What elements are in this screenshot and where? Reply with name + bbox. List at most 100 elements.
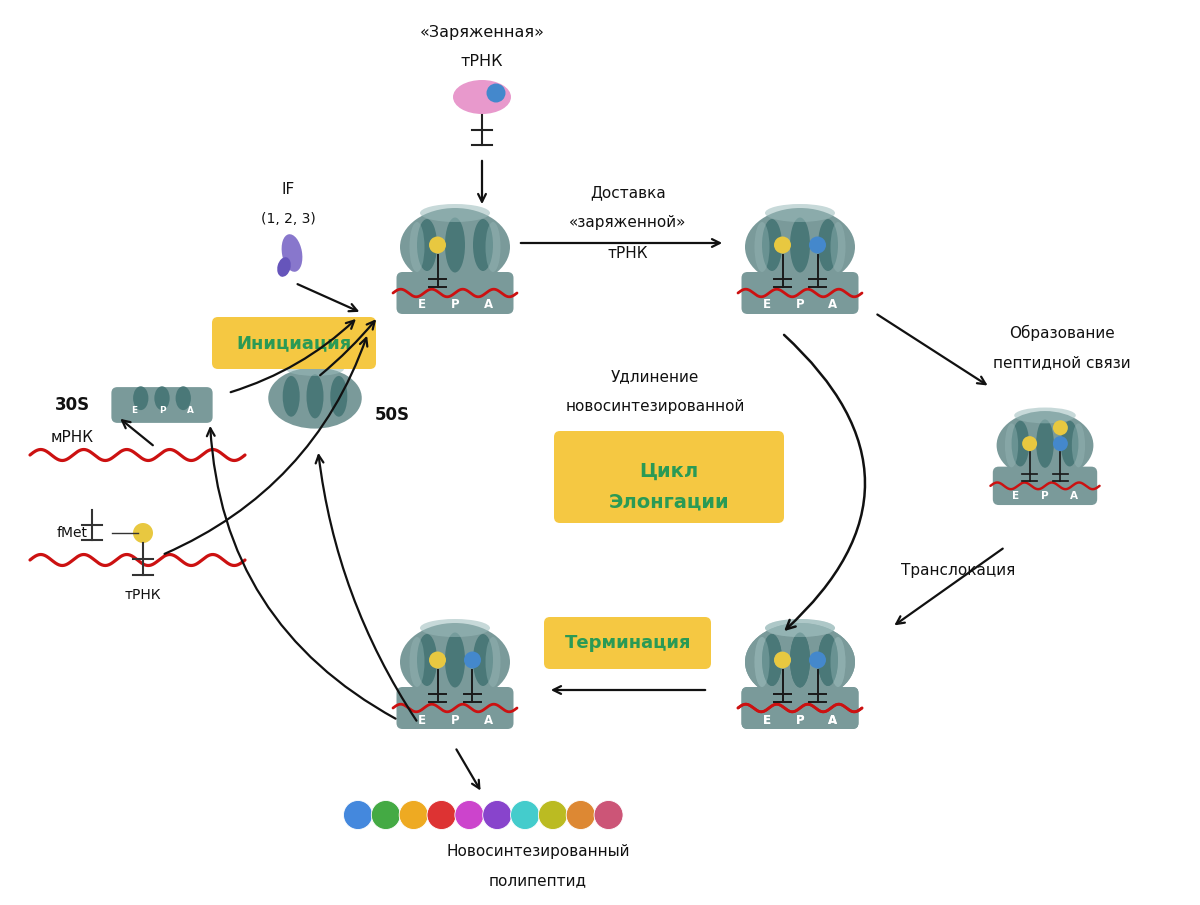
Text: E: E	[1013, 491, 1020, 501]
Text: P: P	[796, 299, 804, 311]
Text: A: A	[828, 299, 838, 311]
Circle shape	[566, 801, 595, 830]
Ellipse shape	[790, 633, 810, 688]
FancyBboxPatch shape	[544, 617, 710, 669]
Text: тРНК: тРНК	[461, 53, 503, 69]
Ellipse shape	[762, 219, 782, 271]
Circle shape	[774, 652, 791, 669]
Ellipse shape	[755, 637, 769, 687]
Text: A: A	[828, 713, 838, 727]
Text: тРНК: тРНК	[607, 245, 648, 261]
Circle shape	[343, 801, 372, 830]
Ellipse shape	[486, 222, 500, 272]
Ellipse shape	[1004, 424, 1018, 467]
Text: 50S: 50S	[374, 406, 409, 424]
Circle shape	[486, 83, 505, 102]
Text: Терминация: Терминация	[565, 634, 691, 652]
Circle shape	[774, 652, 791, 669]
Text: Доставка: Доставка	[590, 186, 666, 201]
Text: тРНК: тРНК	[125, 588, 161, 602]
Text: E: E	[763, 713, 772, 727]
Ellipse shape	[473, 634, 493, 686]
Text: P: P	[1042, 491, 1049, 501]
Text: мРНК: мРНК	[50, 430, 94, 444]
Ellipse shape	[1012, 421, 1030, 466]
Ellipse shape	[409, 222, 425, 272]
Ellipse shape	[306, 374, 324, 418]
Text: E: E	[131, 405, 137, 414]
Ellipse shape	[745, 623, 854, 701]
Ellipse shape	[420, 619, 490, 637]
Text: Образование: Образование	[1009, 325, 1115, 341]
Text: P: P	[796, 713, 804, 727]
Text: 30S: 30S	[54, 396, 90, 414]
Ellipse shape	[755, 637, 769, 687]
FancyBboxPatch shape	[992, 467, 1097, 505]
Circle shape	[430, 652, 446, 669]
Ellipse shape	[133, 386, 149, 410]
FancyBboxPatch shape	[742, 687, 858, 729]
Text: E: E	[763, 299, 772, 311]
Ellipse shape	[790, 633, 810, 688]
Circle shape	[1052, 436, 1068, 451]
Text: A: A	[484, 713, 492, 727]
Ellipse shape	[175, 386, 191, 410]
Circle shape	[430, 236, 446, 253]
Text: P: P	[158, 405, 166, 414]
Ellipse shape	[155, 386, 169, 410]
Ellipse shape	[286, 362, 344, 376]
Text: A: A	[484, 299, 492, 311]
Text: Транслокация: Транслокация	[901, 563, 1015, 577]
Text: Инициация: Инициация	[236, 334, 352, 352]
Ellipse shape	[445, 633, 466, 688]
Ellipse shape	[1061, 421, 1079, 466]
Ellipse shape	[997, 411, 1093, 480]
Ellipse shape	[420, 204, 490, 222]
Ellipse shape	[445, 217, 466, 272]
Text: пептидной связи: пептидной связи	[994, 356, 1130, 370]
Circle shape	[594, 801, 623, 830]
Ellipse shape	[283, 376, 300, 416]
Text: A: A	[1070, 491, 1078, 501]
Text: A: A	[187, 405, 193, 414]
Ellipse shape	[745, 208, 854, 286]
FancyBboxPatch shape	[742, 687, 858, 729]
Ellipse shape	[400, 208, 510, 286]
Circle shape	[539, 801, 568, 830]
Ellipse shape	[818, 219, 838, 271]
Circle shape	[774, 236, 791, 253]
Circle shape	[1052, 420, 1068, 435]
Ellipse shape	[418, 219, 437, 271]
Text: «Заряженная»: «Заряженная»	[420, 24, 545, 40]
Circle shape	[371, 801, 401, 830]
Text: E: E	[418, 299, 426, 311]
Ellipse shape	[766, 204, 835, 222]
Circle shape	[809, 236, 826, 253]
Ellipse shape	[790, 217, 810, 272]
Ellipse shape	[454, 80, 511, 114]
Ellipse shape	[818, 634, 838, 686]
FancyBboxPatch shape	[212, 317, 376, 369]
Text: E: E	[418, 713, 426, 727]
Circle shape	[809, 652, 826, 669]
Circle shape	[464, 652, 481, 669]
Ellipse shape	[762, 634, 782, 686]
FancyBboxPatch shape	[396, 687, 514, 729]
Text: полипептид: полипептид	[490, 873, 587, 889]
Ellipse shape	[766, 619, 835, 637]
Text: Удлинение: Удлинение	[611, 369, 700, 385]
Ellipse shape	[409, 637, 425, 687]
Circle shape	[455, 801, 484, 830]
Ellipse shape	[830, 637, 846, 687]
FancyBboxPatch shape	[112, 387, 212, 423]
Ellipse shape	[282, 234, 302, 272]
Text: P: P	[451, 713, 460, 727]
Ellipse shape	[1037, 419, 1054, 468]
Text: P: P	[451, 299, 460, 311]
FancyBboxPatch shape	[396, 272, 514, 314]
Text: новосинтезированной: новосинтезированной	[565, 399, 745, 414]
Circle shape	[1022, 436, 1037, 451]
Ellipse shape	[818, 634, 838, 686]
Ellipse shape	[1014, 407, 1076, 424]
FancyBboxPatch shape	[742, 272, 858, 314]
